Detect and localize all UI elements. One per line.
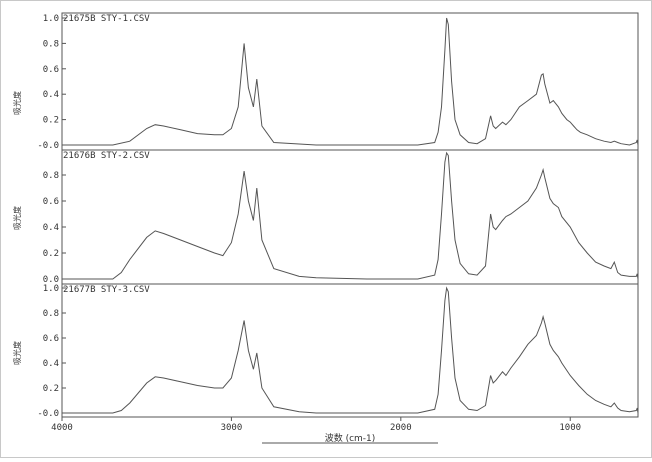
y-tick-label: 0.4 (43, 359, 59, 369)
panel-3-ylabel: 吸光度 (12, 341, 22, 365)
y-tick-label: 0.6 (43, 334, 59, 344)
x-axis: 4000 3000 2000 1000 (51, 417, 581, 433)
y-tick-label: 0.0 (43, 275, 59, 285)
y-tick-label: 1.0 (43, 284, 59, 294)
y-tick-label: -0.0 (37, 409, 59, 419)
y-tick-label: 1.0 (43, 14, 59, 24)
panel-2-header: 21676B STY-2.CSV (63, 151, 150, 161)
y-tick-label: 0.2 (43, 249, 59, 259)
panel-1-y-axis: 1.0 0.8 0.6 0.4 0.2 -0.0 (37, 14, 66, 151)
panel-2-ylabel: 吸光度 (12, 206, 22, 230)
y-tick-label: 0.2 (43, 116, 59, 126)
spectrum-panel-2: 21676B STY-2.CSV 吸光度 0.8 0.6 0.4 0.2 0.0 (12, 151, 639, 285)
spectrum-panel-1: 21675B STY-1.CSV 吸光度 1.0 0.8 0.6 0.4 0.2 -0.0 (12, 14, 639, 151)
y-tick-label: 0.2 (43, 384, 59, 394)
y-tick-label: 0.6 (43, 197, 59, 207)
y-tick-label: 0.4 (43, 90, 59, 100)
spectrum-line-3 (62, 286, 639, 414)
y-tick-label: 0.8 (43, 171, 59, 181)
plot-frame (61, 12, 639, 418)
x-tick-label: 2000 (390, 423, 412, 433)
x-axis-label: 波数 (cm-1) (325, 432, 376, 444)
panel-3-header: 21677B STY-3.CSV (63, 285, 150, 295)
x-tick-label: 3000 (221, 423, 243, 433)
spectrum-panel-3: 21677B STY-3.CSV 吸光度 1.0 0.8 0.6 0.4 0.2 -0.0 (12, 284, 639, 419)
x-tick-label: 4000 (51, 423, 73, 433)
panel-1-header: 21675B STY-1.CSV (63, 14, 150, 24)
y-tick-label: 0.8 (43, 309, 59, 319)
y-tick-label: 0.6 (43, 65, 59, 75)
panel-1-ylabel: 吸光度 (12, 91, 22, 115)
spectrum-line-1 (62, 17, 639, 146)
spectrum-line-2 (62, 151, 639, 280)
y-tick-label: -0.0 (37, 141, 59, 151)
y-tick-label: 0.8 (43, 39, 59, 49)
x-tick-label: 1000 (559, 423, 581, 433)
y-tick-label: 0.4 (43, 223, 59, 233)
